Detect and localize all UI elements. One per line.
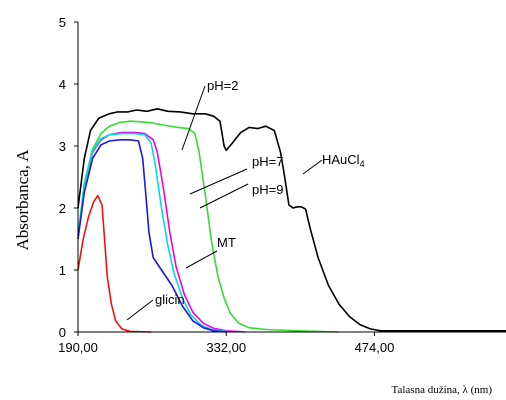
- axis-ticks: 0 1 2 3 4 5 190,00 332,00 474,00: [58, 15, 394, 355]
- series-line-ph-9: [77, 120, 340, 333]
- y-tick-label: 1: [59, 263, 66, 278]
- series-label-haucl4: HAuCl4: [322, 152, 365, 169]
- annotation-leader: [199, 183, 249, 209]
- series-label-ph-9: pH=9: [252, 182, 283, 197]
- y-tick-label: 2: [59, 201, 66, 216]
- x-axis-title: Talasna dužina, λ (nm): [392, 384, 493, 396]
- annotation-leader: [181, 85, 206, 151]
- x-tick-label: 474,00: [355, 340, 395, 355]
- x-tick-label: 332,00: [206, 340, 246, 355]
- series-label-glicin: glicin: [155, 292, 185, 307]
- y-tick-label: 0: [59, 325, 66, 340]
- annotation-leader: [189, 168, 248, 195]
- series-label-ph-7: pH=7: [252, 154, 283, 169]
- series-line-ph-7: [77, 132, 227, 333]
- y-tick-label: 5: [59, 15, 66, 30]
- axes: [77, 22, 506, 333]
- series-label-ph-2: pH=2: [207, 78, 238, 93]
- series-line-glicin: [77, 194, 152, 333]
- annotation-leader: [185, 250, 218, 269]
- series-line-mt: [77, 139, 227, 333]
- series-lines: [77, 108, 506, 333]
- annotation-leader: [302, 159, 323, 175]
- series-line-haucl4: [77, 108, 506, 332]
- y-axis-title: Absorbanca, A: [13, 149, 32, 251]
- series-annotations: pH=2 pH=7 pH=9 HAuCl4 MT glicin: [126, 78, 365, 321]
- y-tick-label: 3: [59, 139, 66, 154]
- annotation-leader: [126, 299, 154, 321]
- series-label-mt: MT: [217, 235, 236, 250]
- x-tick-label: 190,00: [58, 340, 98, 355]
- y-tick-label: 4: [59, 77, 66, 92]
